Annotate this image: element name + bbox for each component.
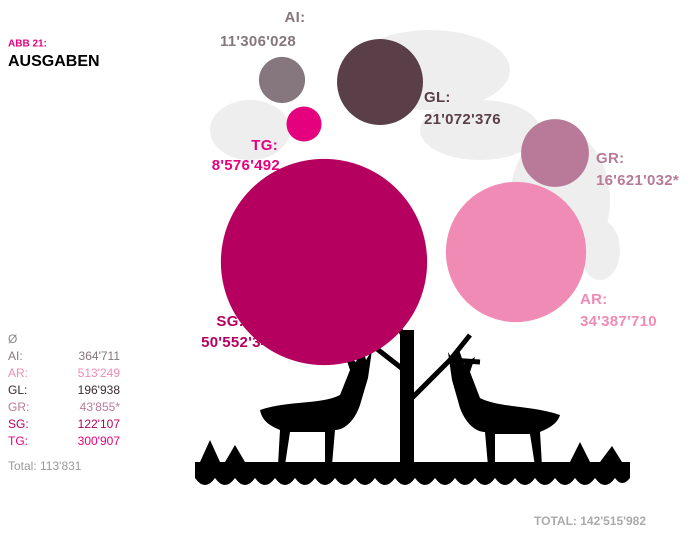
bubble-name: AI: bbox=[285, 9, 306, 26]
average-name: SG: bbox=[8, 417, 29, 431]
average-name: TG: bbox=[8, 434, 28, 448]
bubble bbox=[521, 119, 589, 187]
bubble-name: GL: bbox=[424, 89, 451, 106]
average-value: 196'938 bbox=[78, 383, 121, 397]
bubble-value: 21'072'376 bbox=[424, 111, 501, 128]
header-title: AUSGABEN bbox=[8, 53, 100, 70]
deer bbox=[260, 345, 560, 466]
bubble-value: 8'576'492 bbox=[212, 157, 280, 174]
bubble bbox=[445, 181, 587, 323]
average-value: 364'711 bbox=[79, 349, 121, 363]
bubble bbox=[286, 106, 322, 142]
average-value: 300'907 bbox=[78, 434, 121, 448]
bubble-value: 11'306'028 bbox=[220, 33, 296, 50]
bubble bbox=[258, 56, 306, 104]
bubble-value: 50'552'344 bbox=[201, 334, 278, 351]
average-value: 513'249 bbox=[78, 366, 121, 380]
averages-title: Ø bbox=[8, 332, 17, 346]
bubble-value: 16'621'032* bbox=[596, 172, 679, 189]
bubble-name: AR: bbox=[580, 291, 608, 308]
averages-total: Total: 113'831 bbox=[8, 459, 82, 473]
bubble-value: 34'387'710 bbox=[580, 313, 657, 330]
average-value: 122'107 bbox=[78, 417, 121, 431]
header-label: ABB 21: bbox=[8, 39, 47, 50]
average-value: 43'855* bbox=[80, 400, 121, 414]
bubble-name: TG: bbox=[251, 137, 278, 154]
total: TOTAL: 142'515'982 bbox=[534, 514, 646, 528]
bubble bbox=[220, 158, 428, 366]
average-name: AI: bbox=[8, 349, 23, 363]
bubble bbox=[337, 39, 423, 125]
ground bbox=[195, 440, 630, 485]
average-name: AR: bbox=[8, 366, 28, 380]
average-name: GR: bbox=[8, 400, 29, 414]
bubble-name: SG: bbox=[216, 313, 244, 330]
bubble-name: GR: bbox=[596, 150, 624, 167]
average-name: GL: bbox=[8, 383, 27, 397]
